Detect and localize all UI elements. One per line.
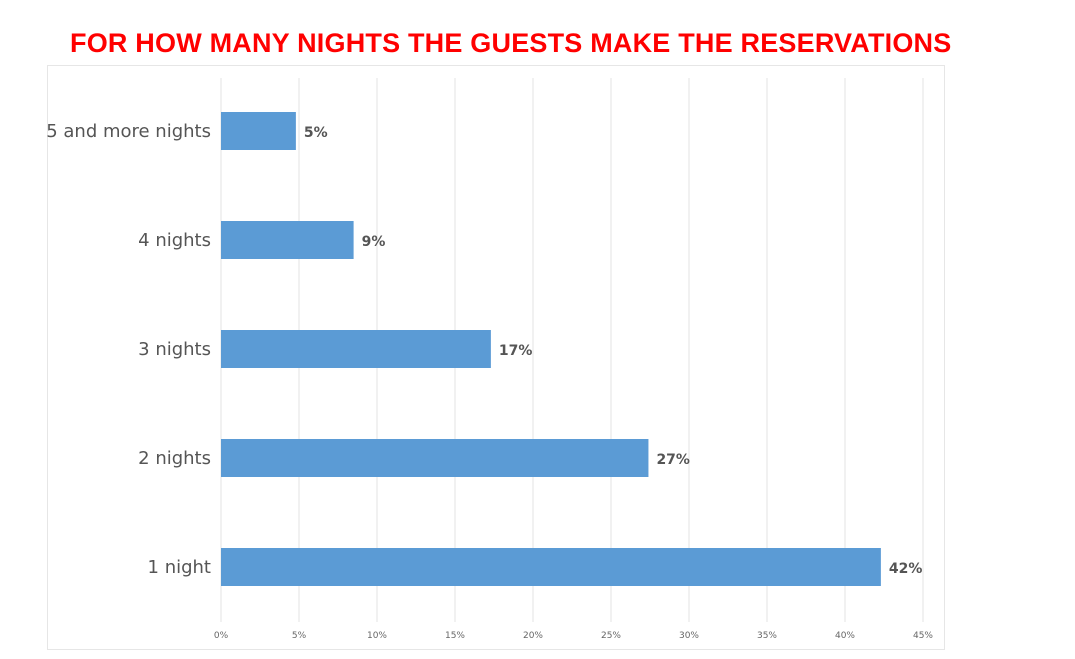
x-tick-label: 10%	[367, 631, 387, 641]
category-label: 2 nights	[138, 448, 211, 469]
x-tick-label: 40%	[835, 631, 855, 641]
bars	[221, 112, 881, 586]
chart-title: FOR HOW MANY NIGHTS THE GUESTS MAKE THE …	[70, 28, 952, 58]
category-labels: 5 and more nights 4 nights 3 nights 2 night…	[46, 121, 211, 578]
bar	[221, 548, 881, 586]
bar	[221, 112, 296, 150]
x-tick-label: 45%	[913, 631, 933, 641]
chart-frame	[47, 65, 945, 650]
category-label: 3 nights	[138, 339, 211, 360]
data-label: 5%	[304, 125, 328, 141]
x-tick-label: 15%	[445, 631, 465, 641]
data-labels: 5% 9% 17% 27% 42%	[304, 125, 923, 577]
data-label: 27%	[656, 452, 690, 468]
x-tick-label: 5%	[292, 631, 307, 641]
x-tick-label: 0%	[214, 631, 229, 641]
x-tick-label: 25%	[601, 631, 621, 641]
category-label: 4 nights	[138, 230, 211, 251]
bar	[221, 439, 649, 477]
data-label: 42%	[889, 561, 923, 577]
x-tick-label: 35%	[757, 631, 777, 641]
gridlines	[220, 78, 924, 622]
bar	[221, 330, 491, 368]
category-label: 5 and more nights	[46, 121, 211, 142]
x-tick-labels: 0% 5% 10% 15% 20% 25% 30% 35% 40% 45%	[214, 631, 934, 641]
data-label: 17%	[499, 343, 533, 359]
x-tick-label: 30%	[679, 631, 699, 641]
x-tick-label: 20%	[523, 631, 543, 641]
data-label: 9%	[362, 234, 386, 250]
bar	[221, 221, 354, 259]
category-label: 1 night	[148, 557, 211, 578]
